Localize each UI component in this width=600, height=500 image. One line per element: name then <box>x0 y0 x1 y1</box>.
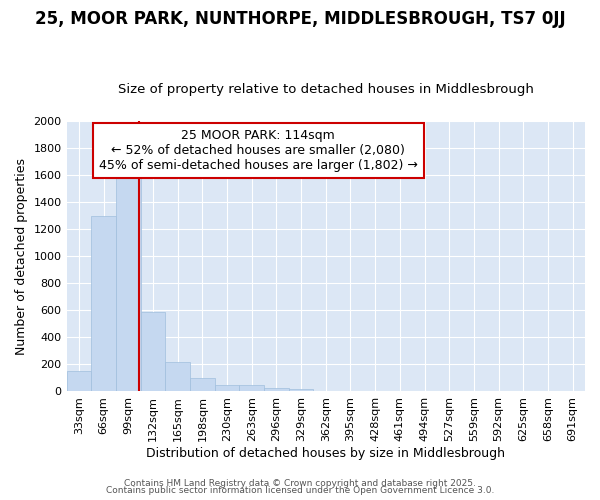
Bar <box>264 388 289 392</box>
Text: 25 MOOR PARK: 114sqm
← 52% of detached houses are smaller (2,080)
45% of semi-de: 25 MOOR PARK: 114sqm ← 52% of detached h… <box>99 129 418 172</box>
Bar <box>67 371 91 392</box>
Title: Size of property relative to detached houses in Middlesbrough: Size of property relative to detached ho… <box>118 83 534 96</box>
Text: Contains HM Land Registry data © Crown copyright and database right 2025.: Contains HM Land Registry data © Crown c… <box>124 478 476 488</box>
Y-axis label: Number of detached properties: Number of detached properties <box>15 158 28 354</box>
Bar <box>116 175 140 392</box>
Bar <box>215 384 239 392</box>
Bar <box>165 362 190 392</box>
Bar <box>190 378 215 392</box>
Bar <box>289 390 313 392</box>
Bar <box>313 391 338 392</box>
X-axis label: Distribution of detached houses by size in Middlesbrough: Distribution of detached houses by size … <box>146 447 505 460</box>
Text: Contains public sector information licensed under the Open Government Licence 3.: Contains public sector information licen… <box>106 486 494 495</box>
Bar <box>239 384 264 392</box>
Bar <box>140 312 165 392</box>
Text: 25, MOOR PARK, NUNTHORPE, MIDDLESBROUGH, TS7 0JJ: 25, MOOR PARK, NUNTHORPE, MIDDLESBROUGH,… <box>35 10 565 28</box>
Bar <box>91 216 116 392</box>
